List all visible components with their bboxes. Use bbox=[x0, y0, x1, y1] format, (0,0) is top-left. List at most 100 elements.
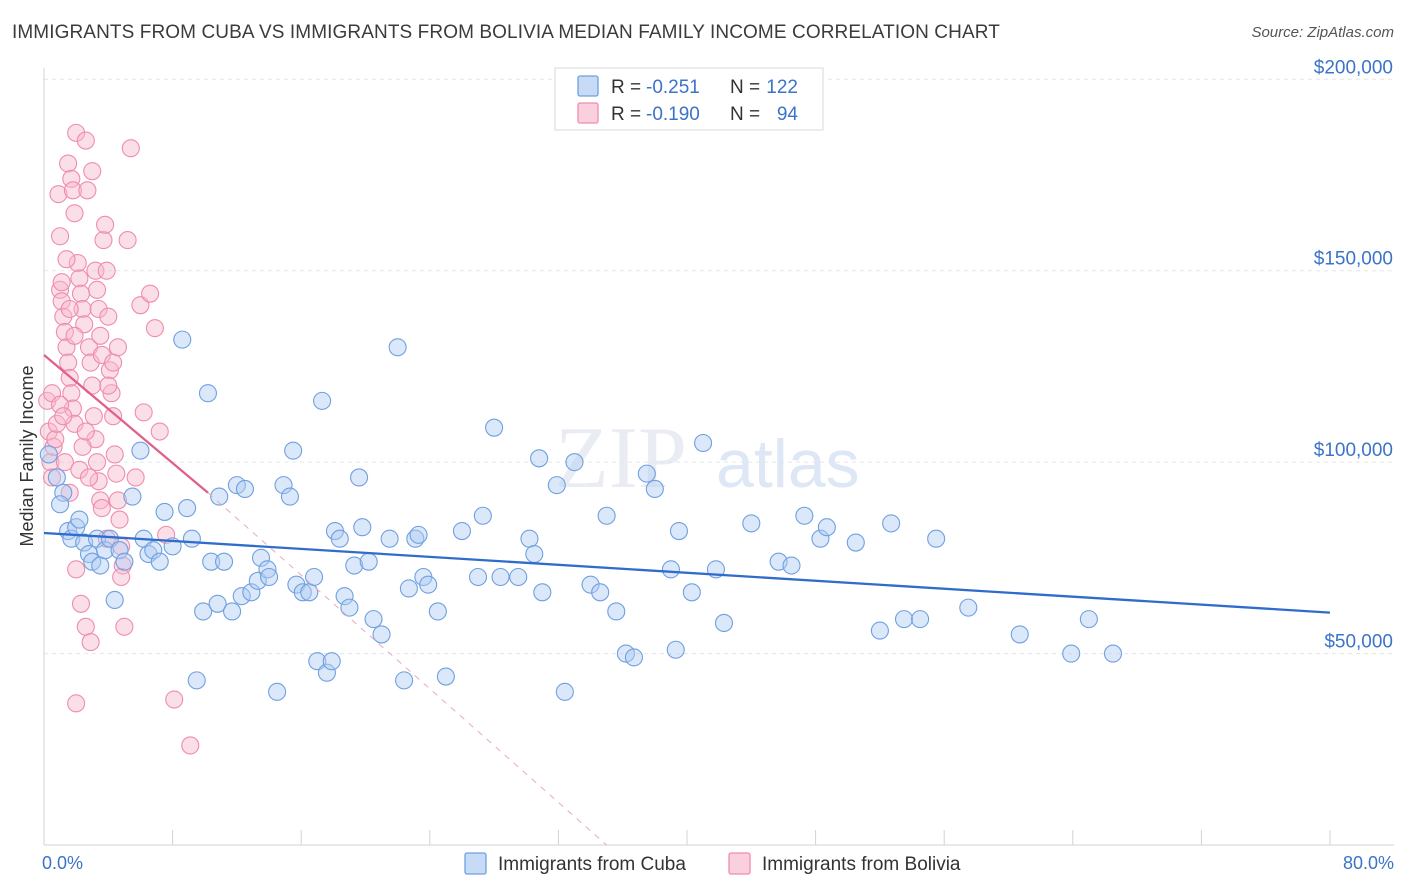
bolivia-point bbox=[76, 422, 95, 441]
bolivia-point bbox=[51, 280, 70, 299]
bolivia-point bbox=[73, 299, 92, 319]
cuba-point bbox=[235, 479, 254, 498]
bolivia-point bbox=[96, 215, 115, 234]
bolivia-point bbox=[76, 131, 95, 150]
cuba-point bbox=[473, 506, 492, 525]
bolivia-point bbox=[121, 139, 140, 158]
bolivia-point bbox=[104, 353, 123, 372]
bolivia-point bbox=[89, 472, 108, 491]
cuba-point bbox=[144, 541, 163, 560]
cuba-point bbox=[210, 487, 229, 506]
cuba-point bbox=[581, 575, 600, 594]
cuba-point bbox=[91, 556, 110, 575]
cuba-point bbox=[1010, 625, 1029, 644]
cuba-point bbox=[330, 529, 349, 548]
bottom-legend-cuba: Immigrants from Cuba bbox=[498, 854, 686, 875]
trend-lines bbox=[43, 354, 1331, 846]
cuba-point bbox=[452, 522, 472, 541]
cuba-point bbox=[105, 590, 124, 610]
cuba-point bbox=[782, 556, 801, 575]
cuba-point bbox=[258, 560, 277, 579]
bolivia-point bbox=[71, 594, 91, 613]
cuba-point bbox=[409, 525, 428, 544]
bolivia-point bbox=[78, 181, 97, 200]
cuba-point bbox=[399, 579, 418, 598]
cuba-point bbox=[591, 583, 610, 602]
bolivia-point bbox=[126, 468, 145, 487]
bolivia-point bbox=[165, 690, 184, 709]
cuba-point bbox=[846, 533, 865, 552]
bolivia-point bbox=[52, 273, 71, 292]
cuba-point bbox=[959, 598, 978, 617]
cuba-point bbox=[51, 495, 70, 514]
bolivia-point bbox=[79, 468, 99, 487]
cuba-point bbox=[345, 556, 364, 575]
cuba-point bbox=[817, 518, 836, 537]
bolivia-point bbox=[87, 280, 107, 299]
bolivia-point bbox=[68, 254, 87, 273]
cuba-point bbox=[54, 483, 73, 502]
y-tick-labels: $50,000 $100,000 $150,000 $200,000 bbox=[1314, 57, 1393, 652]
cuba-point bbox=[317, 663, 336, 682]
bolivia-point bbox=[62, 384, 81, 403]
cuba-point bbox=[565, 453, 584, 472]
cuba-point bbox=[198, 384, 218, 403]
bolivia-point bbox=[76, 617, 95, 636]
cuba-point bbox=[555, 682, 574, 701]
cuba-point bbox=[624, 648, 644, 667]
cuba-point bbox=[359, 552, 378, 571]
bolivia-trend-extension bbox=[207, 492, 607, 846]
cuba-point bbox=[47, 468, 66, 487]
cuba-point bbox=[547, 476, 566, 495]
y-axis-label: Median Family Income bbox=[17, 365, 37, 546]
cuba-point bbox=[313, 391, 332, 410]
cuba-points bbox=[39, 330, 1123, 701]
cuba-point bbox=[666, 640, 685, 659]
cuba-point bbox=[380, 529, 399, 548]
cuba-point bbox=[491, 567, 510, 587]
cuba-point bbox=[123, 487, 142, 506]
cuba-point bbox=[223, 602, 242, 621]
legend-cuba-r-value: -0.251 bbox=[646, 77, 700, 98]
bolivia-point bbox=[99, 376, 118, 395]
x-ticks bbox=[43, 830, 1331, 845]
bolivia-point bbox=[87, 453, 107, 472]
cuba-point bbox=[208, 594, 227, 613]
cuba-point bbox=[372, 625, 391, 644]
y-tick-label: $100,000 bbox=[1314, 440, 1393, 461]
bolivia-point bbox=[70, 460, 89, 479]
y-tick-label: $200,000 bbox=[1314, 57, 1393, 78]
legend-swatch-bolivia bbox=[577, 102, 599, 124]
x-tick-label-min: 0.0% bbox=[42, 853, 83, 873]
cuba-point bbox=[436, 667, 455, 686]
bolivia-points bbox=[38, 123, 200, 755]
cuba-point bbox=[525, 544, 544, 564]
cuba-point bbox=[96, 541, 115, 560]
bolivia-point bbox=[46, 430, 65, 449]
legend-cuba-r-label: R = bbox=[611, 77, 641, 98]
cuba-point bbox=[607, 602, 626, 621]
cuba-point bbox=[870, 621, 889, 640]
cuba-point bbox=[335, 587, 354, 606]
cuba-point bbox=[1079, 610, 1098, 629]
cuba-point bbox=[202, 552, 221, 571]
cuba-point bbox=[39, 445, 58, 464]
cuba-point bbox=[305, 567, 324, 587]
cuba-point bbox=[485, 418, 504, 437]
bolivia-point bbox=[145, 319, 164, 338]
cuba-point bbox=[1103, 644, 1123, 663]
cuba-point bbox=[284, 441, 303, 460]
bolivia-point bbox=[105, 445, 124, 464]
cuba-point bbox=[661, 560, 680, 579]
bolivia-point bbox=[84, 407, 103, 426]
cuba-trend-line bbox=[43, 531, 1331, 614]
cuba-point bbox=[395, 671, 414, 690]
legend-swatch-cuba bbox=[577, 75, 599, 97]
bolivia-point bbox=[89, 299, 108, 319]
legend-cuba-n-value: 122 bbox=[766, 77, 798, 98]
bolivia-point bbox=[108, 338, 127, 357]
bolivia-point bbox=[60, 299, 79, 319]
cuba-point bbox=[1062, 644, 1081, 663]
cuba-point bbox=[232, 587, 251, 606]
